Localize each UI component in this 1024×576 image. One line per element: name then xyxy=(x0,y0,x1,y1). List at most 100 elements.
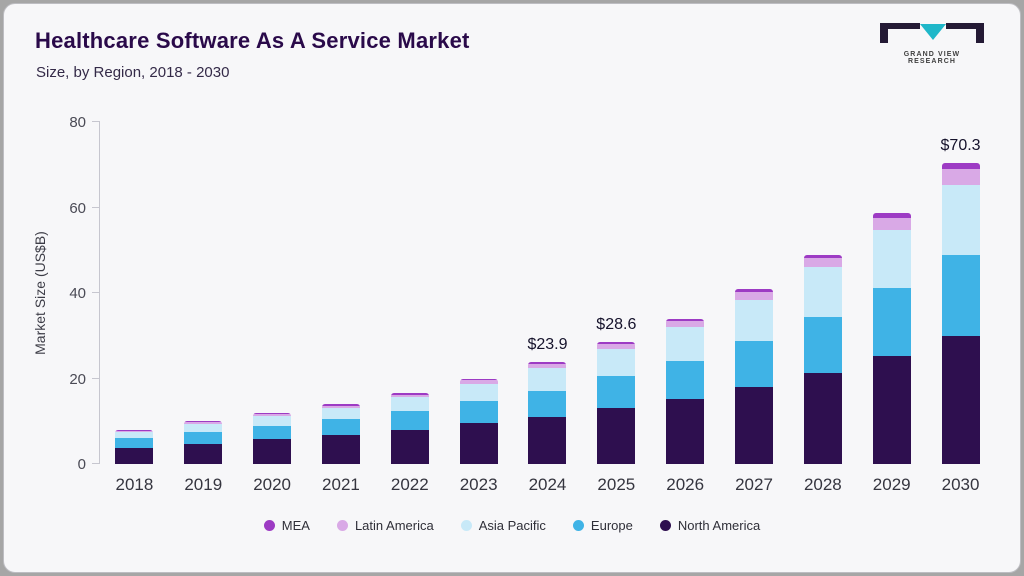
x-axis-label: 2021 xyxy=(322,475,360,494)
y-axis-tick-mark xyxy=(92,206,100,208)
bar-stack xyxy=(941,163,980,464)
bar-segment-mea xyxy=(597,341,636,344)
legend-label: Asia Pacific xyxy=(478,518,546,533)
plot-area: 0 20 40 60 80 2018 2019 2020 2021 2022 2023 $23.9 20… xyxy=(69,114,995,494)
bar-segment-asia-pacific xyxy=(253,416,292,426)
bar-column-2026: 2026 xyxy=(651,122,720,494)
legend-item-mea: MEA xyxy=(263,518,310,533)
bar-segment-latin-america xyxy=(528,364,567,369)
bar-stack xyxy=(115,429,154,464)
bar-column-2019: 2019 xyxy=(169,122,238,494)
bar-segment-latin-america xyxy=(253,414,292,417)
bar-segment-europe xyxy=(184,432,223,444)
bar-segment-latin-america xyxy=(872,217,911,230)
bar-column-2024: $23.9 2024 xyxy=(513,122,582,494)
x-axis-label: 2027 xyxy=(735,475,773,494)
bar-stack xyxy=(597,341,636,464)
bar-segment-mea xyxy=(321,404,360,406)
gvr-logo-icon xyxy=(880,23,984,43)
bar-stack xyxy=(803,254,842,464)
bar-segment-latin-america xyxy=(666,321,705,328)
bar-segment-mea xyxy=(115,429,154,431)
bar-stack xyxy=(735,288,774,464)
bar-segment-asia-pacific xyxy=(735,299,774,341)
bar-segment-asia-pacific xyxy=(597,348,636,377)
legend-marker-icon xyxy=(572,520,584,531)
bar-stack xyxy=(528,361,567,464)
page-subtitle: Size, by Region, 2018 - 2030 xyxy=(36,64,230,81)
legend-marker-icon xyxy=(336,520,348,531)
bar-column-2030: $70.3 2030 xyxy=(926,122,995,494)
legend-label: Europe xyxy=(590,518,633,533)
y-axis-tick-mark xyxy=(92,292,100,293)
grand-view-research-logo: GRAND VIEW RESEARCH xyxy=(880,20,984,65)
bar-segment-europe xyxy=(459,400,498,424)
bar-segment-north-america xyxy=(253,439,292,464)
bar-segment-mea xyxy=(666,318,705,322)
bar-segment-europe xyxy=(528,390,567,417)
bar-segment-mea xyxy=(803,254,842,258)
bar-value-label: $28.6 xyxy=(596,315,637,333)
bar-segment-latin-america xyxy=(803,257,842,268)
legend-label: North America xyxy=(677,518,761,533)
bar-segment-north-america xyxy=(872,356,911,464)
bar-segment-north-america xyxy=(321,434,360,464)
bar-segment-mea xyxy=(253,412,292,415)
bar-stack xyxy=(253,412,292,464)
bar-segment-mea xyxy=(735,288,774,293)
bar-segment-north-america xyxy=(803,372,842,464)
y-axis-tick-label: 20 xyxy=(69,370,86,388)
bar-segment-asia-pacific xyxy=(390,397,429,411)
chart-card: Healthcare Software As A Service Market … xyxy=(3,3,1021,573)
bar-segment-latin-america xyxy=(459,380,498,384)
bar-segment-latin-america xyxy=(115,430,154,433)
legend-item-latin-america: Latin America xyxy=(336,518,434,533)
bar-segment-latin-america xyxy=(321,405,360,408)
bar-stack xyxy=(321,404,360,464)
x-axis-label: 2020 xyxy=(253,475,292,494)
bar-segment-europe xyxy=(941,254,980,336)
x-axis-label: 2030 xyxy=(941,475,980,494)
x-axis-label: 2018 xyxy=(115,475,154,494)
bar-segment-europe xyxy=(253,425,292,440)
bar-segment-asia-pacific xyxy=(459,383,498,401)
x-axis-label: 2025 xyxy=(597,475,636,494)
bar-segment-mea xyxy=(941,163,980,170)
bar-segment-north-america xyxy=(115,447,154,464)
bar-stack xyxy=(872,213,911,464)
bar-stack xyxy=(459,378,498,464)
bar-segment-asia-pacific xyxy=(872,229,911,289)
bar-stack xyxy=(184,421,223,464)
x-axis-label: 2019 xyxy=(184,475,223,494)
bar-segment-latin-america xyxy=(735,292,774,300)
bar-column-2025: $28.6 2025 xyxy=(582,122,651,494)
bar-segment-europe xyxy=(735,340,774,387)
bar-segment-north-america xyxy=(941,335,980,464)
bar-segment-europe xyxy=(666,361,705,399)
bar-column-2027: 2027 xyxy=(720,122,789,494)
legend-item-asia-pacific: Asia Pacific xyxy=(460,518,546,533)
y-axis-tick-label: 60 xyxy=(69,199,86,217)
bar-segment-north-america xyxy=(459,423,498,464)
bar-segment-asia-pacific xyxy=(115,432,154,439)
page-title: Healthcare Software As A Service Market xyxy=(35,28,470,53)
chart-legend: MEA Latin America Asia Pacific Europe North … xyxy=(4,518,1020,533)
bar-segment-mea xyxy=(459,378,498,381)
bar-column-2018: 2018 xyxy=(100,122,169,494)
bar-segment-europe xyxy=(803,317,842,373)
bar-segment-europe xyxy=(597,376,636,409)
x-axis-label: 2024 xyxy=(528,475,567,494)
bar-segment-asia-pacific xyxy=(184,424,223,432)
legend-marker-icon xyxy=(263,520,275,531)
bar-segment-asia-pacific xyxy=(941,184,980,255)
x-axis-label: 2028 xyxy=(803,475,842,494)
legend-label: MEA xyxy=(281,518,310,533)
legend-marker-icon xyxy=(659,520,671,531)
bar-segment-north-america xyxy=(528,417,567,464)
bar-segment-latin-america xyxy=(390,394,429,398)
bar-segment-europe xyxy=(115,438,154,448)
legend-item-europe: Europe xyxy=(572,518,633,533)
bar-column-2028: 2028 xyxy=(788,122,857,494)
bar-segment-mea xyxy=(872,213,911,218)
x-axis-label: 2026 xyxy=(666,475,705,494)
